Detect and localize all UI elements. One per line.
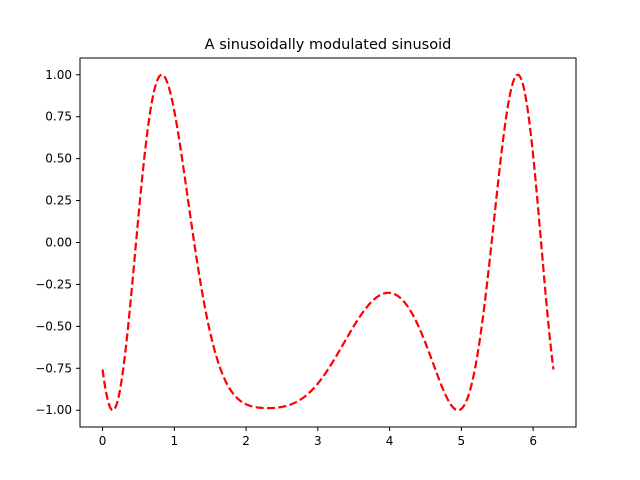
y-tick-label: −0.75: [35, 361, 72, 375]
chart-title: A sinusoidally modulated sinusoid: [205, 37, 452, 53]
x-tick-label: 1: [170, 434, 178, 448]
y-tick-label: −0.25: [35, 277, 72, 291]
series-line-0: [101, 73, 555, 412]
x-tick-label: 2: [242, 434, 250, 448]
y-tick-label: 0.25: [45, 194, 72, 208]
y-tick-label: 1.00: [45, 68, 72, 82]
axes: 0 1 2 3 4 5 6 −1.00 −0.75 −0.50 −0.25 0.00 0.25 0.50 0…: [35, 57, 577, 448]
plot-area: [101, 73, 555, 412]
y-tick-label: 0.00: [45, 236, 72, 250]
x-tick-label: 4: [386, 434, 394, 448]
y-tick-label: −1.00: [35, 403, 72, 417]
x-tick-label: 6: [529, 434, 537, 448]
y-tick-label: −0.50: [35, 319, 72, 333]
y-tick-label: 0.75: [45, 110, 72, 124]
x-tick-label: 5: [458, 434, 466, 448]
y-tick-label: 0.50: [45, 152, 72, 166]
x-tick-label: 3: [314, 434, 322, 448]
x-tick-label: 0: [99, 434, 107, 448]
